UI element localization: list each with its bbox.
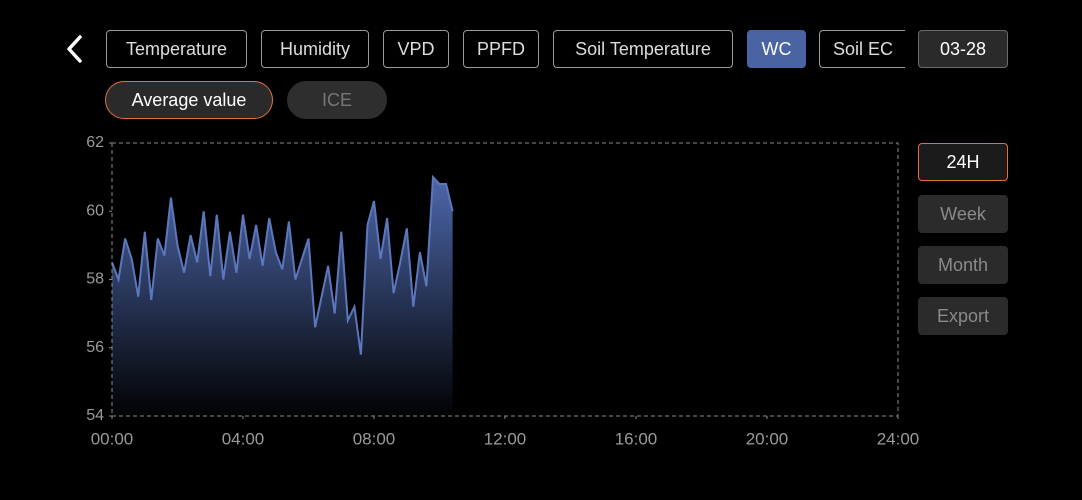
back-button[interactable] (60, 32, 90, 66)
tab[interactable]: Soil Temperature (553, 30, 733, 68)
x-tick-label: 12:00 (484, 429, 527, 448)
y-tick-label: 60 (86, 202, 104, 219)
range-button[interactable]: 24H (918, 143, 1008, 181)
x-tick-label: 20:00 (746, 429, 789, 448)
range-button[interactable]: Week (918, 195, 1008, 233)
y-tick-label: 54 (86, 407, 104, 424)
x-tick-label: 08:00 (353, 429, 396, 448)
area-fill (112, 177, 453, 416)
tab[interactable]: Humidity (261, 30, 369, 68)
tab[interactable]: PPFD (463, 30, 539, 68)
export-button[interactable]: Export (918, 297, 1008, 335)
x-tick-label: 24:00 (877, 429, 920, 448)
y-tick-label: 56 (86, 339, 104, 356)
tab[interactable]: WC (747, 30, 806, 68)
x-tick-label: 16:00 (615, 429, 658, 448)
y-tick-label: 62 (86, 134, 104, 151)
tab[interactable]: Temperature (106, 30, 247, 68)
x-tick-label: 00:00 (91, 429, 134, 448)
mode-button[interactable]: Average value (105, 81, 273, 119)
date-picker[interactable]: 03-28 (918, 30, 1008, 68)
mode-button[interactable]: ICE (287, 81, 387, 119)
x-tick-label: 04:00 (222, 429, 265, 448)
tab[interactable]: Soil EC (819, 30, 905, 68)
y-tick-label: 58 (86, 271, 104, 288)
range-button[interactable]: Month (918, 246, 1008, 284)
area-line (111, 174, 454, 355)
tab[interactable]: VPD (383, 30, 449, 68)
